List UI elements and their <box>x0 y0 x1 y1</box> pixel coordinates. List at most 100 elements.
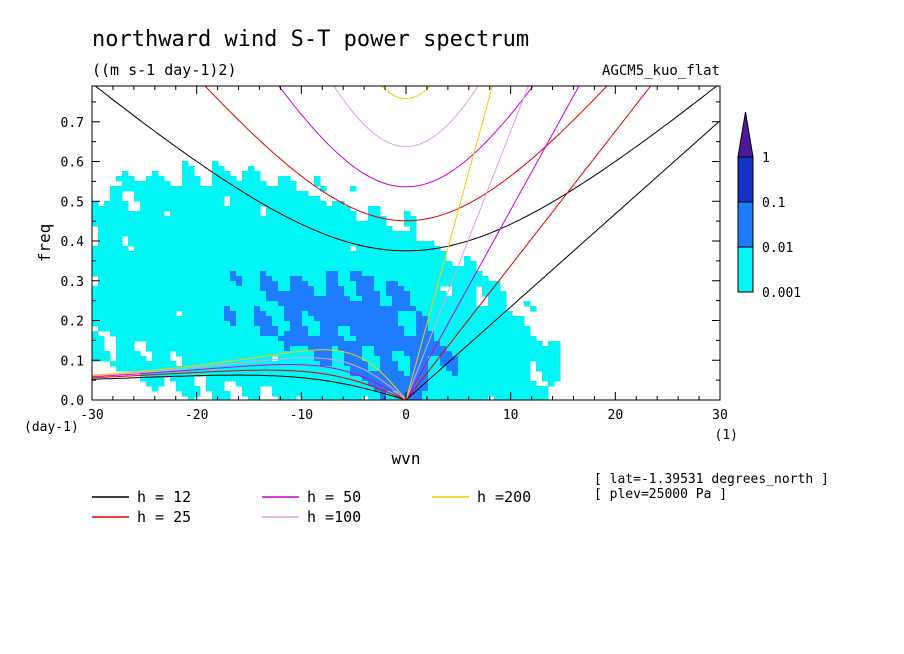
contour-cell <box>182 206 189 212</box>
contour-cell <box>530 351 537 357</box>
contour-cell <box>518 336 525 342</box>
contour-cell <box>464 306 471 312</box>
contour-cell <box>182 296 189 302</box>
contour-cell <box>248 286 255 292</box>
contour-cell <box>152 386 159 392</box>
contour-cell <box>188 336 195 342</box>
contour-cell <box>116 346 123 352</box>
contour-cell <box>242 296 249 302</box>
contour-cell <box>224 311 231 317</box>
contour-cell <box>224 256 231 262</box>
contour-cell <box>146 371 153 377</box>
contour-cell <box>206 231 213 237</box>
contour-cell <box>410 321 417 327</box>
contour-cell <box>338 341 345 347</box>
contour-cell <box>158 336 165 342</box>
contour-cell <box>380 311 387 317</box>
contour-cell <box>206 351 213 357</box>
contour-cell <box>152 206 159 212</box>
contour-cell <box>458 351 465 357</box>
contour-cell <box>242 361 249 367</box>
contour-cell <box>302 326 309 332</box>
contour-cell <box>110 321 117 327</box>
contour-cell <box>290 206 297 212</box>
contour-cell <box>206 191 213 197</box>
contour-cell <box>446 266 453 272</box>
contour-cell <box>290 181 297 187</box>
contour-cell <box>128 271 135 277</box>
contour-cell <box>458 291 465 297</box>
contour-cell <box>356 266 363 272</box>
contour-cell <box>380 281 387 287</box>
contour-cell <box>500 296 507 302</box>
contour-cell <box>482 321 489 327</box>
contour-cell <box>416 336 423 342</box>
contour-cell <box>284 286 291 292</box>
contour-cell <box>452 391 459 397</box>
contour-cell <box>386 246 393 252</box>
contour-cell <box>242 301 249 307</box>
contour-cell <box>374 286 381 292</box>
contour-cell <box>236 241 243 247</box>
contour-cell <box>146 381 153 387</box>
contour-cell <box>146 211 153 217</box>
contour-cell <box>380 286 387 292</box>
contour-cell <box>518 321 525 327</box>
contour-cell <box>404 291 411 297</box>
contour-cell <box>242 181 249 187</box>
contour-cell <box>392 236 399 242</box>
contour-cell <box>248 191 255 197</box>
contour-cell <box>152 216 159 222</box>
contour-cell <box>302 386 309 392</box>
plev-annotation: [ plev=25000 Pa ] <box>594 487 727 502</box>
contour-cell <box>182 331 189 337</box>
contour-cell <box>116 206 123 212</box>
contour-cell <box>290 296 297 302</box>
contour-cell <box>326 366 333 372</box>
contour-cell <box>494 381 501 387</box>
contour-cell <box>284 266 291 272</box>
contour-cell <box>338 366 345 372</box>
contour-cell <box>296 246 303 252</box>
contour-cell <box>116 361 123 367</box>
contour-cell <box>254 176 261 182</box>
contour-cell <box>554 351 561 357</box>
contour-cell <box>326 231 333 237</box>
contour-cell <box>116 256 123 262</box>
contour-cell <box>404 356 411 362</box>
contour-cell <box>140 321 147 327</box>
contour-cell <box>362 376 369 382</box>
contour-cell <box>152 366 159 372</box>
contour-cell <box>212 181 219 187</box>
contour-cell <box>458 306 465 312</box>
contour-cell <box>290 286 297 292</box>
contour-cell <box>278 256 285 262</box>
contour-cell <box>260 221 267 227</box>
contour-cell <box>152 296 159 302</box>
contour-cell <box>422 281 429 287</box>
contour-cell <box>248 271 255 277</box>
contour-cell <box>158 346 165 352</box>
contour-cell <box>308 396 315 400</box>
contour-cell <box>284 366 291 372</box>
contour-cell <box>338 396 345 400</box>
contour-cell <box>230 351 237 357</box>
contour-cell <box>224 391 231 397</box>
contour-cell <box>254 171 261 177</box>
contour-cell <box>296 281 303 287</box>
contour-cell <box>308 211 315 217</box>
contour-cell <box>272 326 279 332</box>
contour-cell <box>344 311 351 317</box>
contour-cell <box>98 351 105 357</box>
contour-cell <box>356 296 363 302</box>
contour-cell <box>218 331 225 337</box>
contour-cell <box>92 336 99 342</box>
contour-cell <box>320 266 327 272</box>
contour-cell <box>410 296 417 302</box>
contour-cell <box>236 181 243 187</box>
contour-cell <box>164 241 171 247</box>
contour-cell <box>512 366 519 372</box>
contour-cell <box>182 311 189 317</box>
contour-cell <box>332 301 339 307</box>
